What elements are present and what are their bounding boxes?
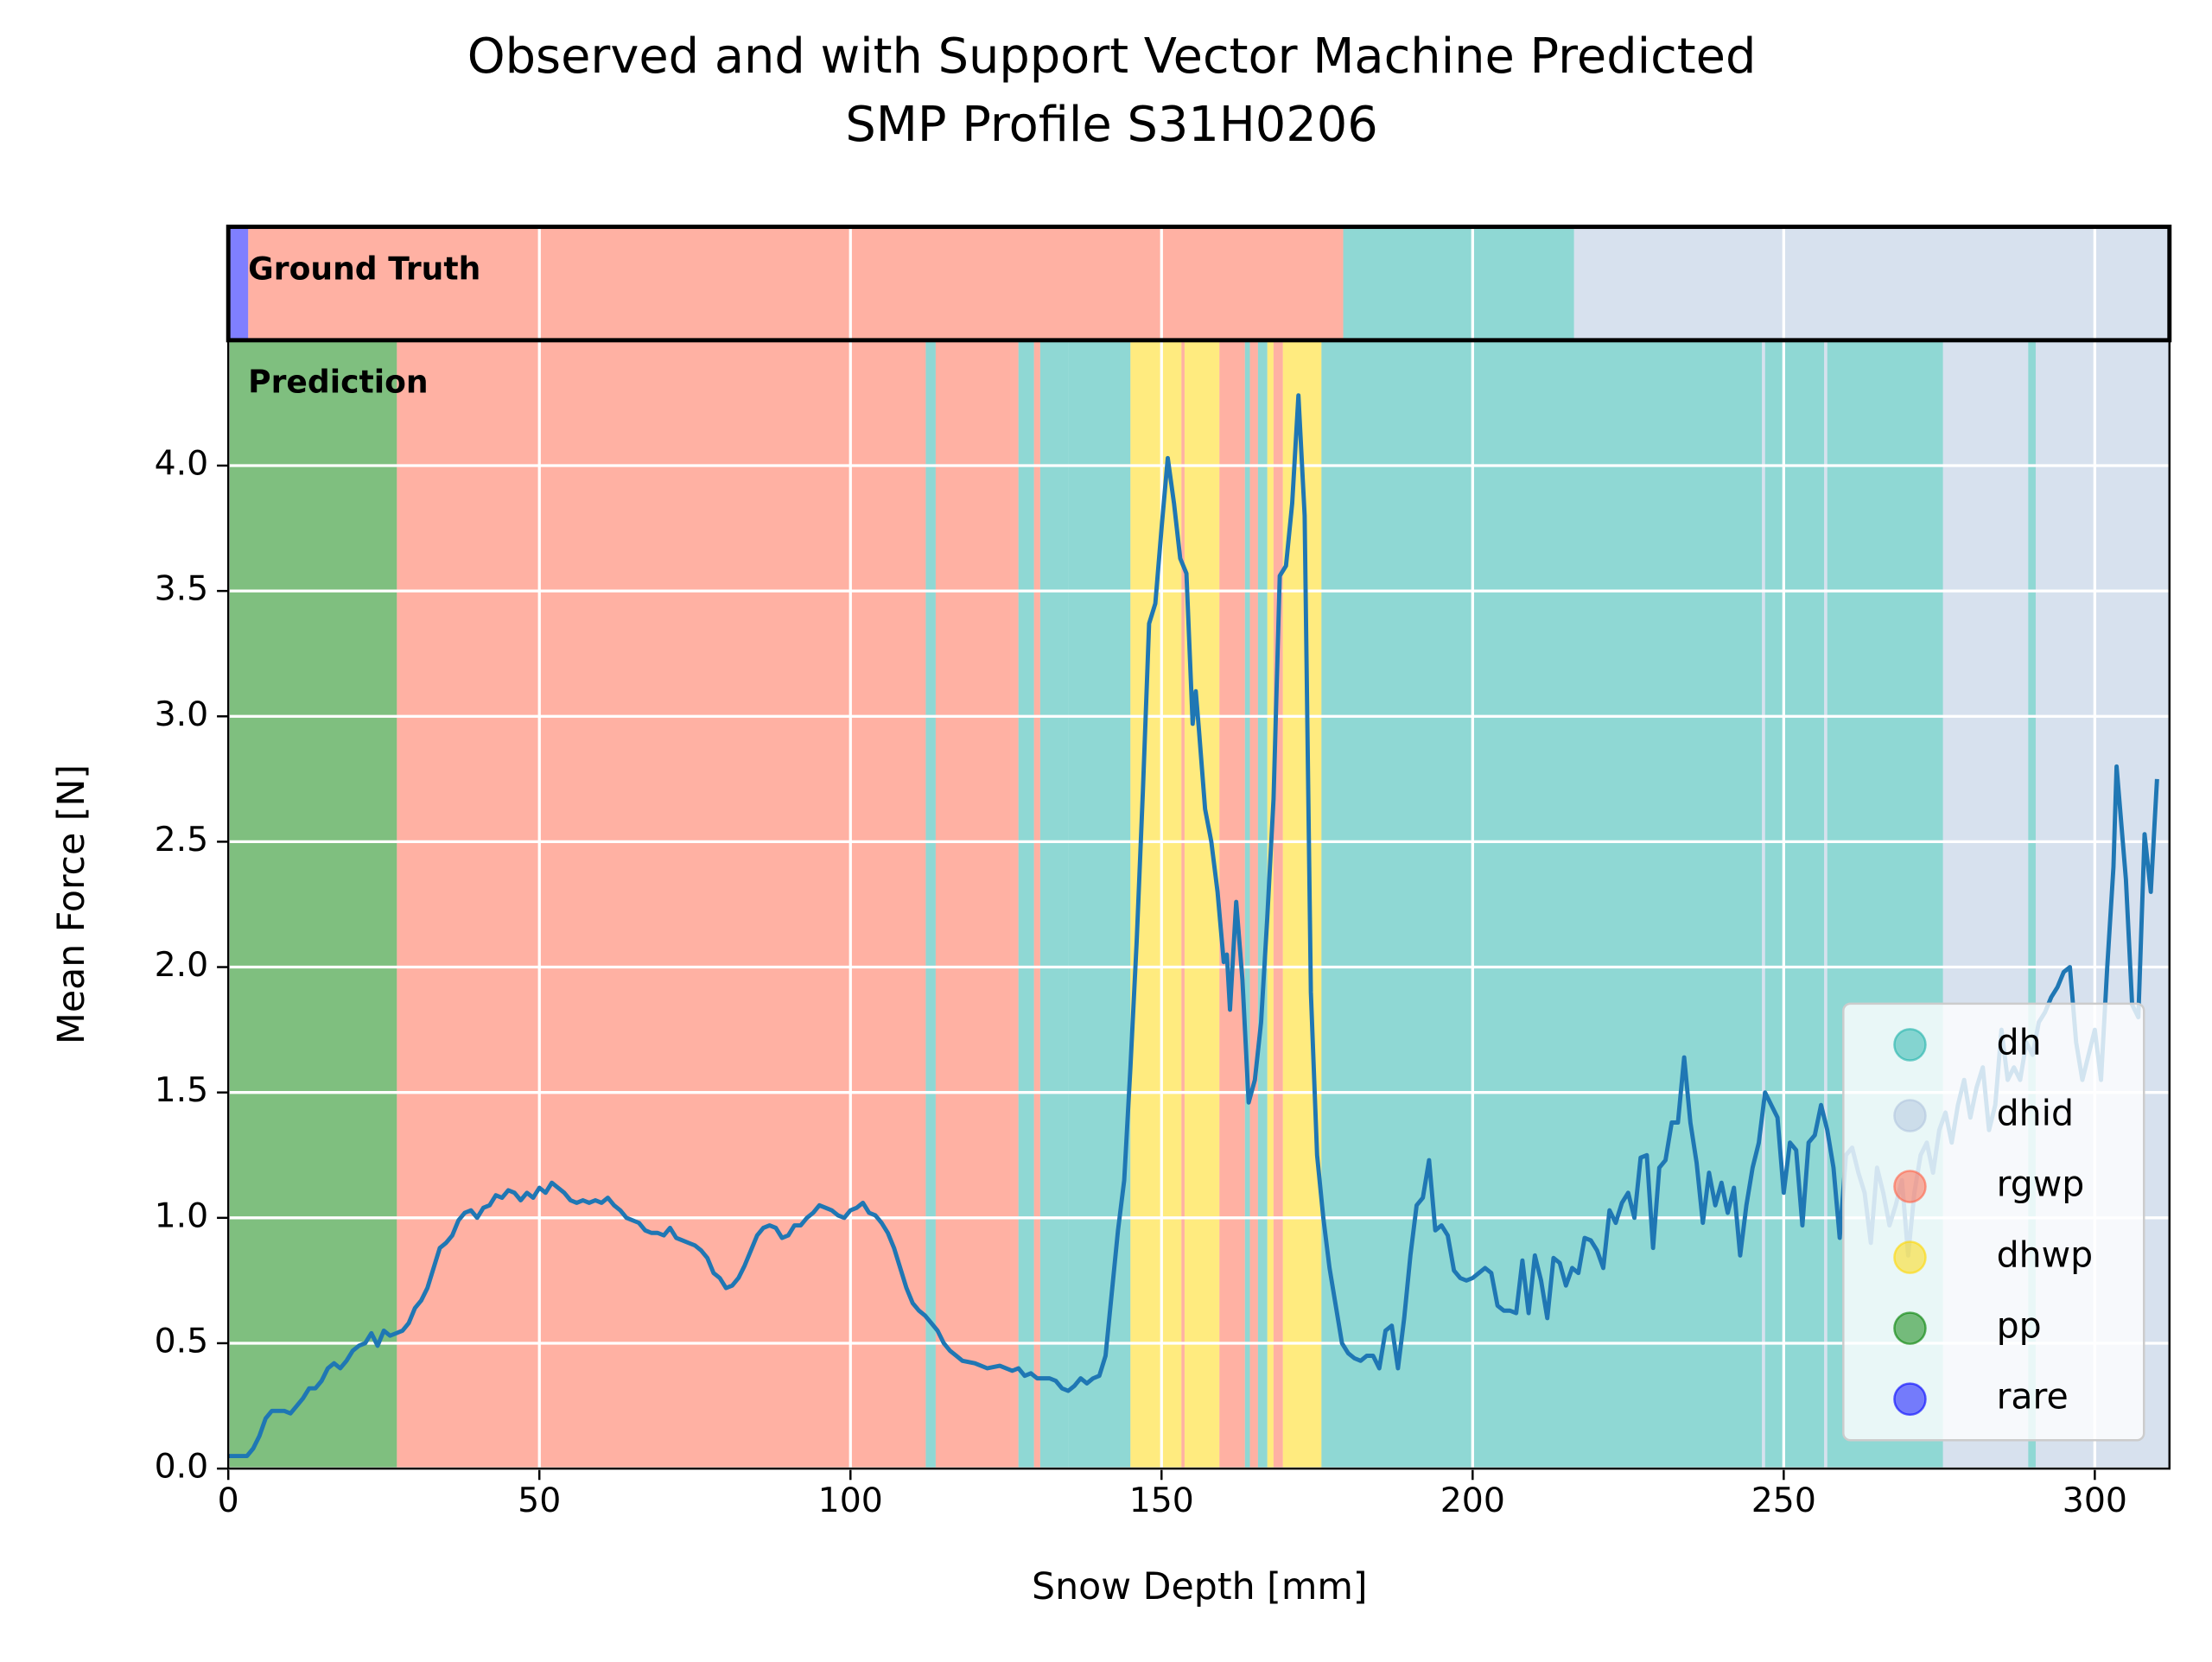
x-tick-label: 0: [218, 1481, 239, 1520]
legend-marker: [1893, 1099, 1927, 1132]
class-band: [1018, 339, 1034, 1469]
class-band: [1219, 339, 1245, 1469]
x-tick-label: 250: [1751, 1481, 1816, 1520]
y-tick-label: 2.0: [155, 945, 209, 985]
x-tick-label: 50: [518, 1481, 561, 1520]
class-band: [1184, 339, 1220, 1469]
y-tick-label: 1.5: [155, 1070, 209, 1110]
class-band: [1249, 339, 1258, 1469]
x-tick-label: 150: [1129, 1481, 1194, 1520]
legend-marker: [1893, 1240, 1927, 1274]
legend-box: [1842, 1002, 2145, 1442]
axes-frame: [226, 339, 2171, 1470]
y-tick-label: 1.0: [155, 1196, 209, 1235]
strip-label: Ground Truth: [248, 250, 480, 287]
y-tick-label: 4.0: [155, 443, 209, 483]
y-tick-label: 0.5: [155, 1321, 209, 1361]
y-tick-label: 2.5: [155, 820, 209, 860]
class-band: [1257, 339, 1268, 1469]
legend-label: rgwp: [1997, 1164, 2085, 1205]
x-axis-label: Snow Depth [mm]: [1032, 1565, 1368, 1608]
class-band: [1068, 339, 1131, 1469]
legend-marker: [1893, 1311, 1927, 1345]
class-band: [1282, 339, 1322, 1469]
class-band: [1244, 339, 1250, 1469]
class-band: [1343, 226, 1574, 340]
class-band: [1181, 339, 1185, 1469]
y-tick-label: 0.0: [155, 1447, 209, 1487]
y-tick-label: 3.0: [155, 695, 209, 734]
chart-title: Observed and with Support Vector Machine…: [467, 29, 1757, 85]
x-tick-label: 200: [1440, 1481, 1505, 1520]
legend-marker: [1893, 1170, 1927, 1203]
legend-marker: [1893, 1382, 1927, 1416]
legend-label: dh: [1997, 1021, 2042, 1063]
class-band: [935, 339, 1019, 1469]
class-band: [228, 339, 397, 1469]
chart-title: SMP Profile S31H0206: [845, 97, 1377, 153]
y-tick-label: 3.5: [155, 569, 209, 609]
class-band: [1762, 339, 1765, 1469]
class-band: [228, 226, 249, 340]
class-band: [925, 339, 936, 1469]
class-band: [397, 339, 926, 1469]
class-band: [1573, 226, 2170, 340]
class-band: [1267, 339, 1274, 1469]
class-band: [1764, 339, 1825, 1469]
y-axis-label: Mean Force [N]: [50, 764, 93, 1044]
class-band: [1039, 339, 1069, 1469]
class-band: [1033, 339, 1040, 1469]
legend-label: dhid: [1997, 1092, 2074, 1133]
class-band: [2028, 339, 2036, 1469]
x-tick-label: 100: [818, 1481, 883, 1520]
class-band: [1824, 339, 1827, 1469]
class-band: [1321, 339, 1763, 1469]
legend-label: pp: [1997, 1305, 2042, 1347]
legend-label: rare: [1997, 1376, 2069, 1418]
legend-label: dhwp: [1997, 1234, 2094, 1276]
legend-marker: [1893, 1028, 1927, 1062]
x-tick-label: 300: [2063, 1481, 2127, 1520]
strip-label: Prediction: [248, 364, 428, 401]
class-band: [1273, 339, 1283, 1469]
